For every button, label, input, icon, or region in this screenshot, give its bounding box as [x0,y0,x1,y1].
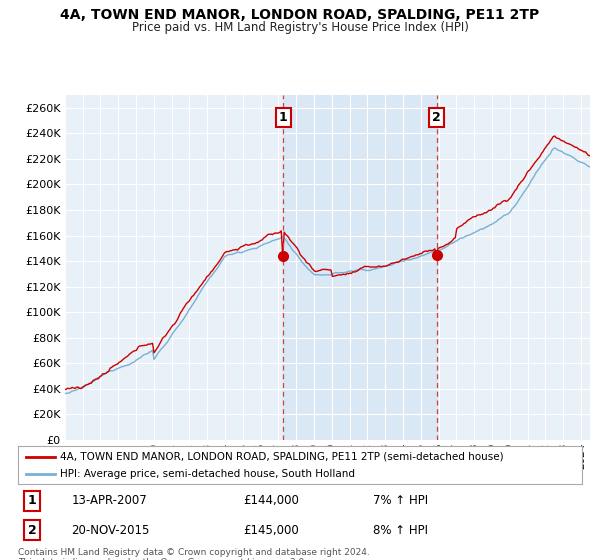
Text: 1: 1 [28,494,37,507]
Text: Contains HM Land Registry data © Crown copyright and database right 2024.
This d: Contains HM Land Registry data © Crown c… [18,548,370,560]
Text: 4A, TOWN END MANOR, LONDON ROAD, SPALDING, PE11 2TP (semi-detached house): 4A, TOWN END MANOR, LONDON ROAD, SPALDIN… [60,451,504,461]
Text: 20-NOV-2015: 20-NOV-2015 [71,524,150,536]
Text: HPI: Average price, semi-detached house, South Holland: HPI: Average price, semi-detached house,… [60,469,355,479]
Text: £145,000: £145,000 [244,524,299,536]
Bar [283,95,437,440]
Text: 2: 2 [28,524,37,536]
Text: 8% ↑ HPI: 8% ↑ HPI [373,524,428,536]
Text: 7% ↑ HPI: 7% ↑ HPI [373,494,428,507]
Text: 1: 1 [279,111,288,124]
Text: Price paid vs. HM Land Registry's House Price Index (HPI): Price paid vs. HM Land Registry's House … [131,21,469,34]
Text: 4A, TOWN END MANOR, LONDON ROAD, SPALDING, PE11 2TP: 4A, TOWN END MANOR, LONDON ROAD, SPALDIN… [61,8,539,22]
Text: 2: 2 [433,111,441,124]
Text: 13-APR-2007: 13-APR-2007 [71,494,148,507]
Text: £144,000: £144,000 [244,494,299,507]
